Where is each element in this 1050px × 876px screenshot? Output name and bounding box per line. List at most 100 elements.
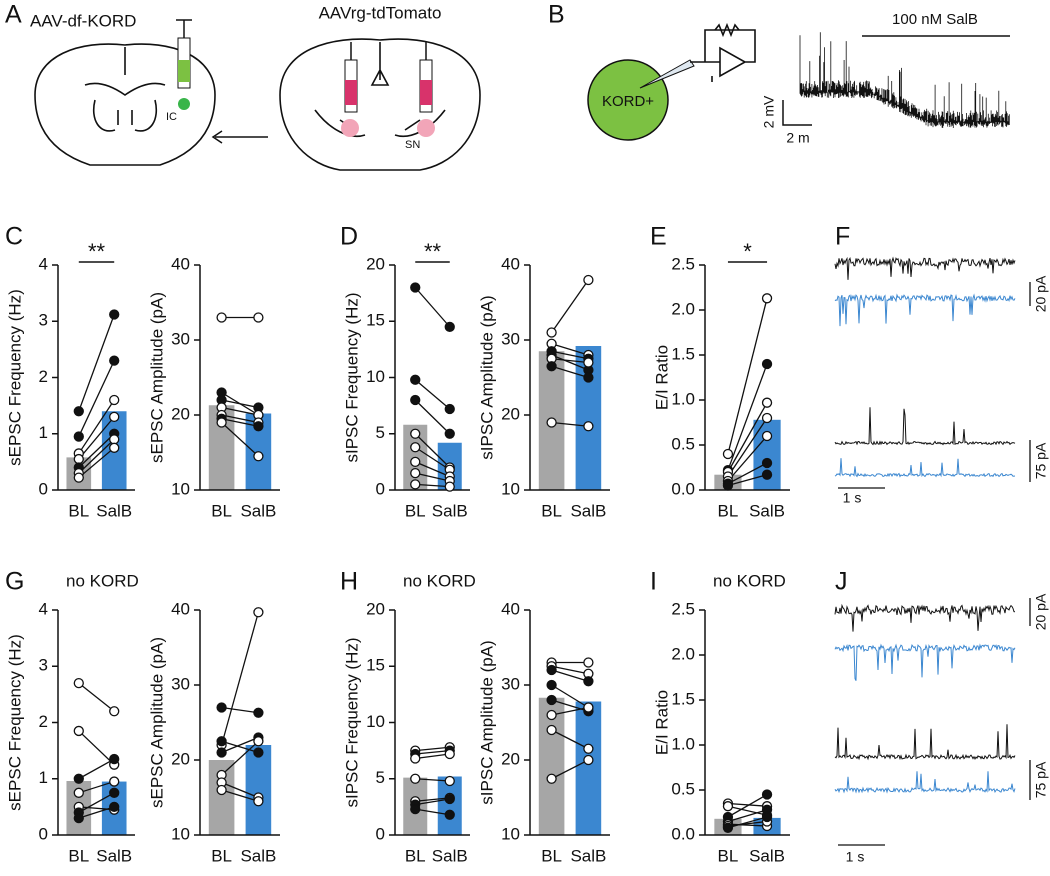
data-point — [583, 754, 594, 766]
pair-line — [221, 789, 259, 802]
annotation: no KORD — [713, 571, 786, 590]
scale-label: 75 pA — [1033, 442, 1049, 479]
data-point — [722, 822, 734, 833]
region-label: IC — [166, 111, 177, 123]
pair-line — [414, 399, 451, 435]
panel-label: F — [835, 223, 850, 251]
data-point — [253, 607, 264, 618]
pair-line — [220, 612, 260, 746]
y-tick-label: 1.0 — [671, 389, 695, 408]
x-tick-label: BL — [718, 846, 739, 865]
pair-line — [78, 758, 115, 780]
bar-chart: BL SalB 0 5 10 15 20 sIPSC Frequency (Hz) ** — [342, 239, 470, 520]
pair-line — [414, 287, 451, 328]
scale-label: 1 s — [846, 849, 865, 865]
data-point — [73, 725, 84, 737]
y-tick-label: 10 — [171, 479, 190, 498]
data-point — [444, 403, 455, 415]
current-trace — [834, 407, 1016, 446]
pair-line — [727, 802, 768, 807]
data-point — [761, 811, 773, 823]
x-tick-label: SalB — [96, 846, 132, 865]
data-point — [410, 374, 421, 385]
pair-line — [727, 474, 768, 487]
bar — [437, 776, 462, 835]
data-point — [583, 743, 594, 754]
pair-line — [415, 483, 450, 488]
current-trace — [834, 293, 1016, 327]
y-axis-label: sIPSC Frequency (Hz) — [342, 292, 361, 462]
y-tick-label: 1 — [39, 423, 48, 442]
data-point — [583, 372, 594, 383]
y-tick-label: 3 — [39, 656, 48, 675]
data-point — [410, 467, 421, 479]
data-point — [216, 747, 227, 758]
pair-line — [727, 816, 768, 829]
data-point — [761, 358, 773, 370]
bar — [538, 697, 565, 835]
y-tick-label: 15 — [366, 656, 385, 675]
data-point — [546, 417, 557, 428]
scale-bar — [782, 100, 812, 126]
data-point — [722, 480, 734, 491]
data-point — [253, 421, 264, 432]
pair-line — [415, 778, 450, 782]
data-point — [109, 753, 120, 765]
data-point — [109, 787, 120, 798]
y-tick-label: 10 — [171, 824, 190, 843]
current-trace — [834, 256, 1016, 280]
data-point — [216, 417, 227, 428]
pair-line — [78, 438, 115, 474]
data-point — [546, 709, 557, 721]
data-point — [444, 321, 455, 333]
data-point — [109, 309, 120, 320]
pair-line — [415, 746, 450, 752]
y-tick-label: 30 — [501, 329, 520, 348]
bar-chart: BL SalB 0 1 2 3 4 sEPSC Frequency (Hz) no KORD — [5, 571, 138, 865]
data-point — [73, 453, 84, 465]
x-tick-label: SalB — [749, 846, 785, 865]
y-tick-label: 20 — [171, 749, 190, 768]
data-point — [761, 293, 773, 304]
voltage-trace — [799, 32, 1010, 128]
scale-label: 2 m — [786, 130, 809, 146]
y-tick-label: 5 — [376, 423, 385, 442]
pair-line — [78, 399, 115, 454]
data-point — [546, 679, 557, 691]
pair-line — [221, 706, 259, 714]
recording-schematic — [587, 22, 756, 141]
x-tick-label: BL — [541, 501, 562, 520]
pair-line — [551, 421, 589, 427]
bar — [575, 701, 602, 835]
pair-line — [727, 820, 768, 827]
data-point — [253, 451, 264, 462]
x-tick-label: SalB — [432, 846, 468, 865]
data-point — [216, 702, 227, 713]
data-point — [546, 327, 557, 338]
y-axis-label: sIPSC Amplitude (pA) — [477, 640, 496, 804]
data-point — [761, 457, 773, 469]
y-tick-label: 10 — [366, 712, 385, 731]
y-tick-label: 0 — [39, 479, 48, 498]
y-tick-label: 3 — [39, 311, 48, 330]
data-point — [73, 787, 84, 798]
pair-line — [221, 399, 259, 409]
y-axis-label: sEPSC Frequency (Hz) — [5, 289, 24, 466]
pair-line — [221, 736, 259, 754]
y-tick-label: 20 — [366, 254, 385, 273]
data-point — [109, 706, 120, 717]
data-point — [546, 773, 557, 784]
y-tick-label: 1.0 — [671, 734, 695, 753]
bar-chart: BL SalB 10 20 30 40 sIPSC Amplitude (pA) — [477, 599, 610, 865]
pair-line — [727, 809, 768, 823]
pair-line — [414, 379, 451, 410]
x-tick-label: BL — [68, 501, 89, 520]
bar-chart: BL SalB 0.0 0.5 1.0 1.5 2.0 2.5 E/I Ratio no KORD — [652, 571, 790, 865]
data-point — [583, 657, 594, 668]
y-tick-label: 20 — [501, 749, 520, 768]
pair-line — [415, 753, 450, 760]
data-point — [583, 421, 594, 432]
data-point — [761, 430, 773, 442]
y-axis-label: sIPSC Frequency (Hz) — [342, 637, 361, 807]
current-trace — [834, 771, 1016, 794]
